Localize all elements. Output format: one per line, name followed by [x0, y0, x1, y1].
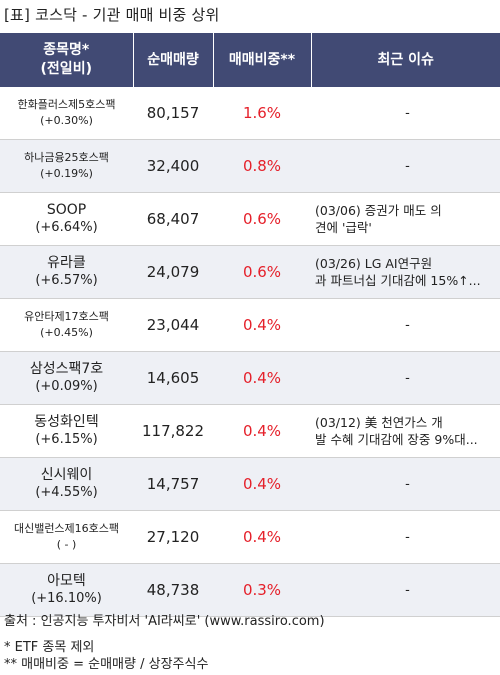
net-volume: 27,120: [133, 510, 213, 564]
stock-name[interactable]: SOOP: [46, 202, 87, 218]
price-change: (+4.55%): [35, 485, 98, 500]
header-issue: 최근 이슈: [310, 33, 500, 87]
price-change: ( - ): [56, 538, 77, 551]
issue-line: (03/06) 증권가 매도 의: [315, 203, 442, 218]
table-row: 신시웨이 (+4.55%) 14,757 0.4% -: [0, 457, 500, 511]
issue-line: (03/12) 美 천연가스 개: [315, 415, 443, 430]
net-volume: 32,400: [133, 139, 213, 193]
stock-name[interactable]: 유라클: [47, 255, 86, 271]
table-row: 유안타제17호스팩 (+0.45%) 23,044 0.4% -: [0, 298, 500, 352]
stock-name-cell: 하나금융25호스팩 (+0.19%): [0, 139, 133, 193]
price-change: (+6.15%): [35, 432, 98, 447]
header-volume: 순매매량: [132, 33, 213, 87]
header-name: 종목명* (전일비): [0, 33, 133, 87]
stock-name-cell: 유라클 (+6.57%): [0, 245, 133, 299]
table-row: 대신밸런스제16호스팩 ( - ) 27,120 0.4% -: [0, 510, 500, 564]
issue-empty: -: [405, 529, 410, 545]
table-body: 한화플러스제5호스팩 (+0.30%) 80,157 1.6% - 하나금융25호스팩 (+…: [0, 87, 500, 617]
trade-ratio: 0.6%: [213, 245, 311, 299]
trade-ratio: 0.8%: [213, 139, 311, 193]
table-row: 동성화인텍 (+6.15%) 117,822 0.4% (03/12) 美 천연가스 개…: [0, 404, 500, 458]
issue-line: (03/26) LG AI연구원: [315, 256, 433, 271]
trade-ratio: 0.3%: [213, 563, 311, 617]
stock-name-cell: 신시웨이 (+4.55%): [0, 457, 133, 511]
ranking-table: 종목명* (전일비) 순매매량 매매비중** 최근 이슈 한화플러스제5호스팩 (…: [0, 33, 500, 617]
net-volume: 80,157: [133, 87, 213, 140]
recent-issue: -: [311, 351, 500, 405]
price-change: (+0.30%): [40, 114, 93, 127]
issue-line: 과 파트너십 기대감에 15%↑...: [315, 273, 481, 288]
stock-name[interactable]: 한화플러스제5호스팩: [17, 98, 116, 111]
net-volume: 68,407: [133, 192, 213, 246]
table-row: 아모텍 (+16.10%) 48,738 0.3% -: [0, 563, 500, 617]
price-change: (+0.45%): [40, 326, 93, 339]
footnote-etf: * ETF 종목 제외: [4, 640, 95, 655]
stock-name-cell: 동성화인텍 (+6.15%): [0, 404, 133, 458]
source-note: 출처 : 인공지능 투자비서 'AI라씨로' (www.rassiro.com): [4, 614, 325, 629]
header-ratio: 매매비중**: [212, 33, 311, 87]
footnote-ratio: ** 매매비중 = 순매매량 / 상장주식수: [4, 657, 209, 672]
trade-ratio: 0.6%: [213, 192, 311, 246]
trade-ratio: 1.6%: [213, 87, 311, 140]
price-change: (+16.10%): [31, 591, 102, 606]
issue-empty: -: [405, 370, 410, 386]
header-name-line2: (전일비): [40, 61, 92, 77]
issue-empty: -: [405, 476, 410, 492]
stock-name[interactable]: 삼성스팩7호: [29, 361, 104, 377]
stock-name-cell: 삼성스팩7호 (+0.09%): [0, 351, 133, 405]
table-row: SOOP (+6.64%) 68,407 0.6% (03/06) 증권가 매도 의 견에…: [0, 192, 500, 246]
net-volume: 48,738: [133, 563, 213, 617]
price-change: (+0.19%): [40, 167, 93, 180]
price-change: (+6.64%): [35, 220, 98, 235]
issue-line: 발 수혜 기대감에 장중 9%대...: [315, 432, 478, 447]
net-volume: 23,044: [133, 298, 213, 352]
stock-name[interactable]: 유안타제17호스팩: [24, 310, 109, 323]
stock-name[interactable]: 대신밸런스제16호스팩: [13, 522, 120, 535]
recent-issue: -: [311, 298, 500, 352]
net-volume: 14,757: [133, 457, 213, 511]
issue-empty: -: [405, 582, 410, 598]
table-row: 삼성스팩7호 (+0.09%) 14,605 0.4% -: [0, 351, 500, 405]
stock-name[interactable]: 동성화인텍: [34, 414, 99, 430]
recent-issue: -: [311, 139, 500, 193]
header-name-line1: 종목명*: [43, 42, 90, 58]
stock-name-cell: 아모텍 (+16.10%): [0, 563, 133, 617]
recent-issue: -: [311, 563, 500, 617]
table-row: 한화플러스제5호스팩 (+0.30%) 80,157 1.6% -: [0, 87, 500, 140]
issue-empty: -: [405, 105, 410, 121]
trade-ratio: 0.4%: [213, 404, 311, 458]
recent-issue: -: [311, 457, 500, 511]
issue-empty: -: [405, 158, 410, 174]
stock-name-cell: 유안타제17호스팩 (+0.45%): [0, 298, 133, 352]
table-row: 하나금융25호스팩 (+0.19%) 32,400 0.8% -: [0, 139, 500, 193]
trade-ratio: 0.4%: [213, 298, 311, 352]
stock-name-cell: 대신밸런스제16호스팩 ( - ): [0, 510, 133, 564]
trade-ratio: 0.4%: [213, 457, 311, 511]
table-row: 유라클 (+6.57%) 24,079 0.6% (03/26) LG AI연구원 과 파…: [0, 245, 500, 299]
stock-name[interactable]: 하나금융25호스팩: [24, 151, 109, 164]
issue-line: 견에 '급락': [315, 220, 372, 235]
net-volume: 24,079: [133, 245, 213, 299]
trade-ratio: 0.4%: [213, 351, 311, 405]
net-volume: 117,822: [133, 404, 213, 458]
table-title: [표] 코스닥 - 기관 매매 비중 상위: [4, 6, 220, 24]
price-change: (+0.09%): [35, 379, 98, 394]
price-change: (+6.57%): [35, 273, 98, 288]
issue-empty: -: [405, 317, 410, 333]
trade-ratio: 0.4%: [213, 510, 311, 564]
table-header: 종목명* (전일비) 순매매량 매매비중** 최근 이슈: [0, 33, 500, 87]
stock-name-cell: SOOP (+6.64%): [0, 192, 133, 246]
stock-name-cell: 한화플러스제5호스팩 (+0.30%): [0, 87, 133, 140]
recent-issue: -: [311, 87, 500, 140]
stock-name[interactable]: 신시웨이: [40, 467, 93, 483]
recent-issue: -: [311, 510, 500, 564]
stock-name[interactable]: 아모텍: [47, 573, 86, 589]
net-volume: 14,605: [133, 351, 213, 405]
